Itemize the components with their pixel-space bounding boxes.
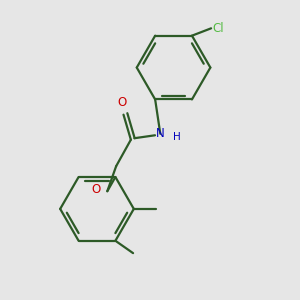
- Text: O: O: [92, 183, 101, 196]
- Text: N: N: [156, 127, 165, 140]
- Text: Cl: Cl: [213, 22, 224, 35]
- Text: O: O: [117, 96, 127, 109]
- Text: H: H: [173, 132, 180, 142]
